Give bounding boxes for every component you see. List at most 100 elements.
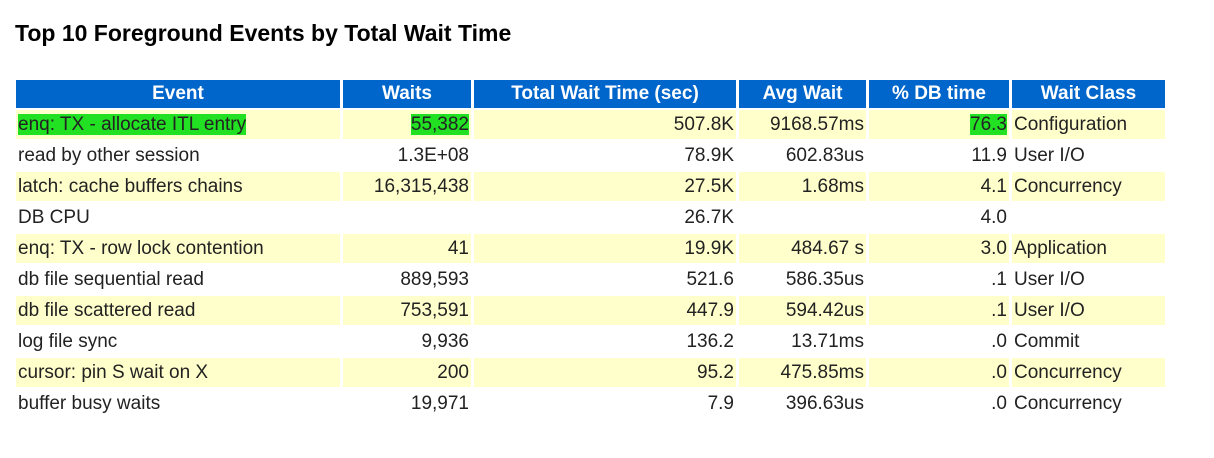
cell-text: 95.2 (697, 361, 734, 383)
table-cell: 136.2 (474, 327, 736, 356)
cell-text: 586.35us (785, 268, 864, 290)
cell-text: Concurrency (1014, 361, 1122, 383)
cell-text: db file scattered read (18, 299, 196, 321)
cell-text: 76.3 (970, 113, 1007, 135)
column-header: Waits (343, 80, 471, 108)
table-cell: 11.9 (869, 141, 1009, 170)
table-cell: Configuration (1012, 110, 1165, 139)
table-cell: 95.2 (474, 358, 736, 387)
table-row: db file scattered read 753,591 447.9 594.42… (16, 296, 1165, 325)
table-cell: 1.3E+08 (343, 141, 471, 170)
table-row: buffer busy waits 19,971 7.9 396.63us .0 Conc… (16, 389, 1165, 418)
table-cell: .0 (869, 389, 1009, 418)
cell-text: .1 (991, 268, 1007, 290)
cell-text: 136.2 (686, 330, 734, 352)
cell-text: enq: TX - row lock contention (18, 237, 264, 259)
cell-text: 507.8K (673, 113, 734, 135)
cell-text: 602.83us (785, 144, 864, 166)
table-cell: 7.9 (474, 389, 736, 418)
cell-text: 27.5K (684, 175, 734, 197)
table-cell: 586.35us (739, 265, 866, 294)
cell-text: 78.9K (684, 144, 734, 166)
table-cell: 484.67 s (739, 234, 866, 263)
cell-text: User I/O (1014, 144, 1085, 166)
table-cell: db file sequential read (16, 265, 340, 294)
table-row: log file sync 9,936 136.2 13.71ms .0 Commit (16, 327, 1165, 356)
report-title: Top 10 Foreground Events by Total Wait T… (15, 20, 512, 46)
table-cell: 26.7K (474, 203, 736, 232)
table-cell (1012, 203, 1165, 232)
table-cell: db file scattered read (16, 296, 340, 325)
table-cell: 507.8K (474, 110, 736, 139)
cell-text: .0 (991, 330, 1007, 352)
table-cell: Concurrency (1012, 389, 1165, 418)
cell-text: enq: TX - allocate ITL entry (18, 113, 247, 135)
table-cell: User I/O (1012, 141, 1165, 170)
cell-text: Configuration (1014, 113, 1128, 135)
table-cell (739, 203, 866, 232)
table-cell: 753,591 (343, 296, 471, 325)
table-cell: 76.3 (869, 110, 1009, 139)
table-cell: .1 (869, 265, 1009, 294)
cell-text: Concurrency (1014, 392, 1122, 414)
table-cell: Application (1012, 234, 1165, 263)
table-cell: 55,382 (343, 110, 471, 139)
cell-text: .0 (991, 392, 1007, 414)
table-cell: 200 (343, 358, 471, 387)
table-cell: log file sync (16, 327, 340, 356)
cell-text: Concurrency (1014, 175, 1122, 197)
cell-text: 4.0 (980, 206, 1007, 228)
table-cell: 41 (343, 234, 471, 263)
column-header: Avg Wait (739, 80, 866, 108)
wait-events-table: Event Waits Total Wait Time (sec) Avg Wait%… (13, 78, 1168, 420)
cell-text: 200 (437, 361, 469, 383)
table-row: enq: TX - row lock contention 41 19.9K 484.… (16, 234, 1165, 263)
cell-text: 484.67 s (791, 237, 864, 259)
cell-text: User I/O (1014, 299, 1085, 321)
cell-text: log file sync (18, 330, 118, 352)
cell-text: 26.7K (684, 206, 734, 228)
header-row: Event Waits Total Wait Time (sec) Avg Wait%… (16, 80, 1165, 108)
cell-text: 11.9 (971, 144, 1007, 166)
cell-text: 521.6 (686, 268, 734, 290)
table-cell: 13.71ms (739, 327, 866, 356)
table-cell: 396.63us (739, 389, 866, 418)
table-row: cursor: pin S wait on X 200 95.2 475.85ms .0… (16, 358, 1165, 387)
table-cell: .0 (869, 358, 1009, 387)
cell-text: 1.68ms (801, 175, 864, 197)
table-cell: 1.68ms (739, 172, 866, 201)
cell-text: buffer busy waits (18, 392, 161, 414)
table-cell: User I/O (1012, 296, 1165, 325)
cell-text: 19.9K (684, 237, 734, 259)
cell-text: Application (1014, 237, 1107, 259)
cell-text: DB CPU (18, 206, 90, 228)
table-cell: 4.1 (869, 172, 1009, 201)
cell-text: 41 (447, 237, 469, 259)
table-cell: enq: TX - row lock contention (16, 234, 340, 263)
cell-text: User I/O (1014, 268, 1085, 290)
table-cell: 3.0 (869, 234, 1009, 263)
table-cell: 521.6 (474, 265, 736, 294)
table-cell: 9168.57ms (739, 110, 866, 139)
table-row: enq: TX - allocate ITL entry 55,382 507.8K… (16, 110, 1165, 139)
table-cell: User I/O (1012, 265, 1165, 294)
cell-text: 447.9 (686, 299, 734, 321)
table-cell: 9,936 (343, 327, 471, 356)
table-cell: 602.83us (739, 141, 866, 170)
column-header: Wait Class (1012, 80, 1165, 108)
table-cell: 16,315,438 (343, 172, 471, 201)
column-header: Total Wait Time (sec) (474, 80, 736, 108)
table-row: db file sequential read 889,593 521.6 586.3… (16, 265, 1165, 294)
table-cell (343, 203, 471, 232)
table-cell: .1 (869, 296, 1009, 325)
cell-text: 889,593 (400, 268, 469, 290)
cell-text: Commit (1014, 330, 1080, 352)
table-row: read by other session 1.3E+08 78.9K 602.83u… (16, 141, 1165, 170)
cell-text: 3.0 (980, 237, 1007, 259)
cell-text: 9168.57ms (769, 113, 864, 135)
table-cell: latch: cache buffers chains (16, 172, 340, 201)
table-cell: 475.85ms (739, 358, 866, 387)
table-cell: .0 (869, 327, 1009, 356)
table-cell: 4.0 (869, 203, 1009, 232)
